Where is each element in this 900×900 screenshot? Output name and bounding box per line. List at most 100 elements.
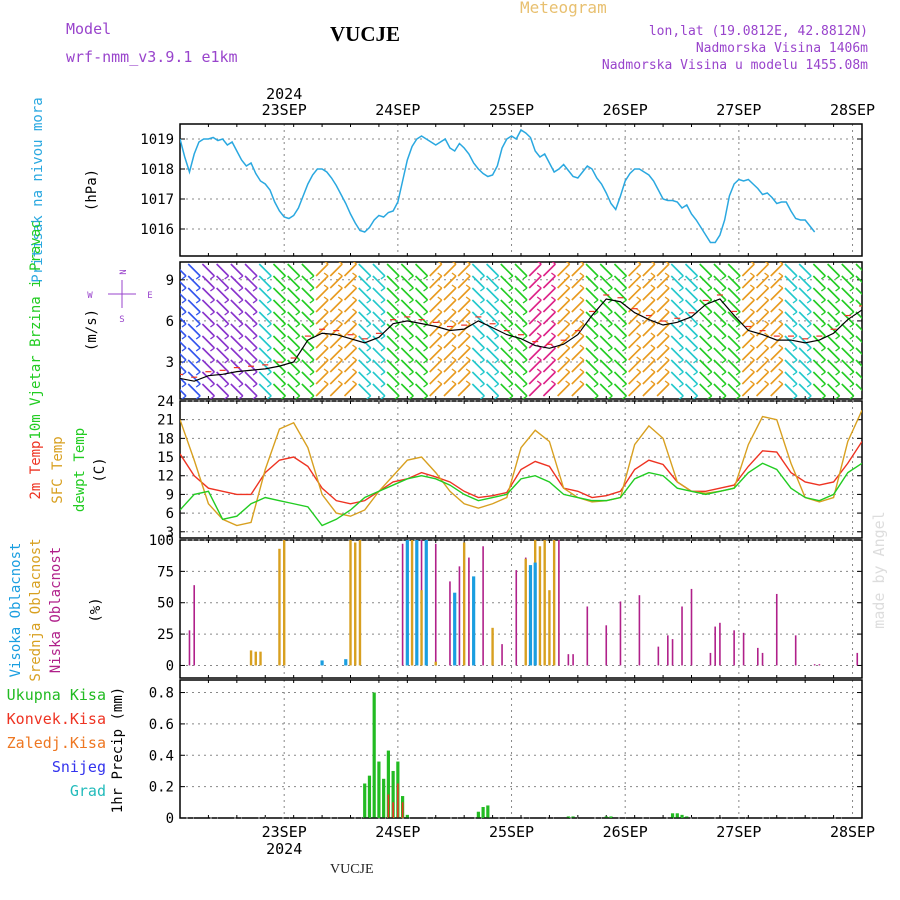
cloud-title-low: Niska Oblacnost — [48, 547, 64, 673]
wind-barb — [727, 263, 741, 277]
wind-barb-feather — [778, 320, 784, 325]
wind-barb — [429, 311, 443, 325]
wind-barb-feather — [181, 323, 187, 328]
wind-barb — [585, 287, 599, 301]
wind-barb-feather — [508, 395, 514, 399]
wind-barb-feather — [664, 344, 670, 349]
wind-barb — [841, 275, 855, 289]
wind-barb-feather — [536, 356, 542, 361]
wind-barb-feather — [252, 395, 258, 399]
cloud-bar — [681, 606, 683, 666]
wind-barb-feather — [252, 323, 258, 328]
wind-barb-feather — [565, 332, 571, 337]
wind-barb-feather — [806, 299, 812, 304]
wind-barb-feather — [650, 296, 656, 301]
wind-barb — [443, 383, 457, 397]
wind-barb-feather — [366, 347, 372, 352]
wind-barb — [528, 299, 542, 313]
wind-barb — [784, 275, 798, 289]
wind-barb-feather — [408, 275, 414, 280]
wind-barb — [414, 359, 429, 373]
wind-barb — [699, 323, 713, 337]
station-title: VUCJE — [330, 22, 401, 46]
wind-barb-feather — [764, 380, 769, 385]
cloud-bar — [657, 646, 660, 666]
wind-barb-feather — [636, 296, 642, 301]
wind-barb-feather — [224, 323, 230, 328]
wind-barb-feather — [195, 347, 201, 352]
wind-barb-feather — [778, 296, 784, 301]
wind-barb-feather — [224, 299, 230, 304]
wind-barb — [429, 287, 443, 301]
cloud-bar — [856, 652, 859, 666]
wind-barb — [699, 299, 713, 313]
cloud-bar — [813, 664, 816, 666]
wind-barb-feather — [479, 311, 485, 316]
wind-barb — [443, 299, 457, 313]
ytick-label: 0 — [166, 811, 174, 827]
wind-barb — [812, 311, 826, 325]
wind-barb-feather — [707, 323, 713, 328]
wind-barb-feather — [295, 323, 301, 328]
wind-barb — [429, 275, 443, 289]
wind-barb — [528, 275, 542, 289]
wind-barb-feather — [778, 262, 784, 265]
wind-barb-feather — [295, 359, 301, 364]
wind-barb-feather — [323, 320, 329, 325]
wind-barb-feather — [281, 311, 286, 316]
wind-barb-feather — [835, 311, 841, 316]
wind-barb-feather — [636, 284, 642, 289]
wind-barb-feather — [181, 275, 187, 280]
wind-barb-feather — [721, 275, 727, 280]
wind-barb-feather — [665, 262, 670, 265]
wind-barb-feather — [536, 272, 542, 277]
wind-barb — [841, 335, 855, 349]
wind-barbs — [180, 262, 868, 399]
wind-barb-feather — [224, 311, 230, 316]
wind-barb — [414, 275, 429, 289]
wind-barb-feather — [209, 299, 215, 304]
wind-barb — [656, 347, 670, 361]
wind-barb — [414, 371, 429, 385]
wind-barb-feather — [707, 335, 713, 340]
wind-barb — [258, 383, 272, 397]
wind-title: 10m Vjetar Brzina i Pravac — [28, 220, 44, 439]
wind-barb — [201, 347, 215, 361]
panel-2 — [179, 400, 863, 539]
wind-barb — [642, 371, 656, 385]
wind-barb — [301, 263, 315, 277]
wind-barb-feather — [394, 311, 400, 316]
wind-barb-feather — [394, 371, 400, 376]
wind-barb — [201, 311, 215, 325]
precip-bar — [401, 802, 404, 818]
wind-barb-feather — [550, 272, 556, 277]
wind-barb-feather — [494, 383, 500, 388]
wind-barb — [770, 299, 784, 313]
wind-barb-feather — [565, 356, 571, 361]
ytick-label: 1018 — [140, 162, 174, 178]
wind-barb-feather — [281, 287, 286, 292]
wind-barb-feather — [394, 287, 400, 292]
wind-barb-feather — [266, 371, 272, 376]
wind-barb-feather — [579, 320, 585, 325]
wind-barb — [358, 311, 372, 325]
wind-barb — [471, 383, 485, 397]
wind-barb-feather — [820, 299, 826, 304]
wind-barb-feather — [792, 383, 798, 388]
wind-barb-feather — [806, 371, 812, 376]
wind-barb-feather — [266, 287, 272, 292]
wind-barb — [400, 347, 414, 361]
wind-barb — [258, 263, 272, 277]
cloud-bar — [401, 543, 404, 666]
wind-barb-feather — [522, 347, 528, 352]
wind-barb-feather — [820, 383, 826, 388]
wind-barb-feather — [864, 396, 868, 399]
wind-barb-feather — [607, 275, 613, 280]
wind-barb-feather — [565, 272, 571, 277]
precip-bar — [680, 814, 684, 818]
wind-barb-feather — [749, 332, 755, 337]
wind-barb — [812, 323, 826, 337]
wind-barb — [500, 383, 514, 397]
wind-barb — [201, 287, 215, 301]
wind-barb-feather — [849, 275, 855, 280]
